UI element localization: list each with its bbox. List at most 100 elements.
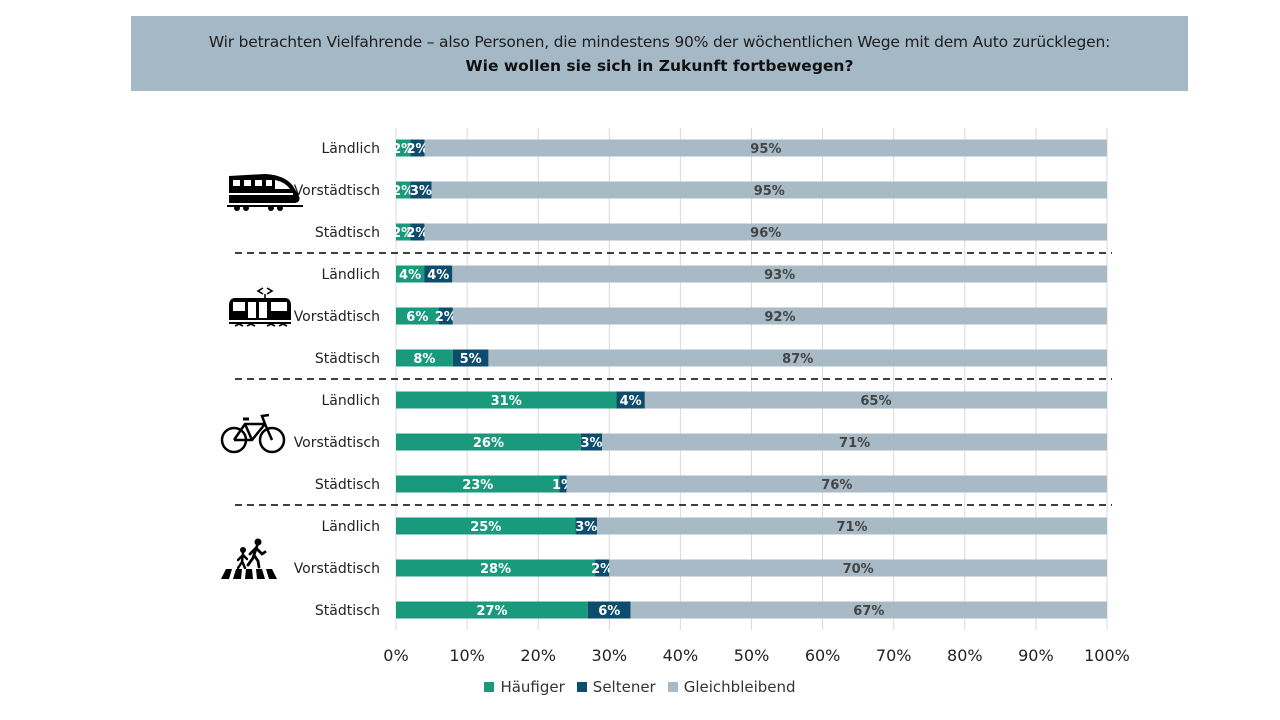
bar-segment-gleichbleibend xyxy=(609,559,1107,577)
data-label: 3% xyxy=(575,520,597,535)
legend-swatch xyxy=(576,682,587,692)
data-label: 65% xyxy=(860,394,891,409)
row-label: Ländlich xyxy=(322,267,381,283)
x-tick-label: 0% xyxy=(383,646,408,665)
x-tick-label: 40% xyxy=(663,646,699,665)
bar-segment-haeufiger xyxy=(396,265,425,283)
data-label: 3% xyxy=(580,436,602,451)
bicycle-icon xyxy=(220,413,286,454)
bar-segment-haeufiger xyxy=(396,139,411,157)
row-label: Ländlich xyxy=(322,141,381,157)
chart-legend: Häufiger Seltener Gleichbleibend xyxy=(0,678,1280,696)
bar-segment-gleichbleibend xyxy=(452,265,1107,283)
data-label: 70% xyxy=(843,562,874,577)
bar-segment-seltener xyxy=(575,517,598,535)
legend-item-seltener: Seltener xyxy=(576,678,656,696)
header-question: Wie wollen sie sich in Zukunft fortbeweg… xyxy=(465,57,854,75)
data-label: 4% xyxy=(399,268,421,283)
x-tick-label: 20% xyxy=(520,646,556,665)
data-label: 2% xyxy=(407,142,429,157)
data-label: 2% xyxy=(406,226,428,241)
bar-segment-seltener xyxy=(452,349,489,367)
legend-label: Seltener xyxy=(592,678,656,696)
data-label: 4% xyxy=(427,268,449,283)
bar-segment-gleichbleibend xyxy=(452,307,1107,325)
x-tick-label: 90% xyxy=(1018,646,1054,665)
bar-segment-haeufiger xyxy=(396,181,411,199)
bar-segment-gleichbleibend xyxy=(431,181,1107,199)
bar-segment-haeufiger xyxy=(396,517,576,535)
bar-segment-seltener xyxy=(559,475,567,493)
legend-item-haeufiger: Häufiger xyxy=(484,678,565,696)
x-tick-label: 70% xyxy=(876,646,912,665)
row-labels: Ländlich Vorstädtisch Städtisch Ländlich Vor… xyxy=(294,141,380,619)
data-label: 23% xyxy=(462,478,493,493)
data-label: 25% xyxy=(470,520,501,535)
data-label: 92% xyxy=(764,310,795,325)
data-label: 2% xyxy=(392,184,414,199)
row-label: Vorstädtisch xyxy=(294,183,380,199)
data-label: 95% xyxy=(754,184,785,199)
data-label: 96% xyxy=(750,226,781,241)
x-tick-label: 10% xyxy=(449,646,485,665)
row-label: Städtisch xyxy=(315,225,380,241)
row-label: Städtisch xyxy=(315,603,380,619)
data-label: 5% xyxy=(460,352,482,367)
data-label: 4% xyxy=(620,394,642,409)
bar-segment-seltener xyxy=(410,223,425,241)
bar-segment-gleichbleibend xyxy=(488,349,1107,367)
bar-segment-haeufiger xyxy=(396,349,453,367)
group-separators xyxy=(235,252,1112,506)
legend-label: Häufiger xyxy=(500,678,565,696)
data-label: 93% xyxy=(764,268,795,283)
bar-segment-haeufiger xyxy=(396,307,439,325)
bar-segment-seltener xyxy=(595,559,610,577)
bar-segment-seltener xyxy=(438,307,453,325)
bar-segment-gleichbleibend xyxy=(424,223,1107,241)
bar-segment-seltener xyxy=(616,391,645,409)
data-label: 76% xyxy=(821,478,852,493)
bar-segment-seltener xyxy=(424,265,453,283)
row-label: Städtisch xyxy=(315,477,380,493)
bar-segment-haeufiger xyxy=(396,391,617,409)
bar-segment-gleichbleibend xyxy=(424,139,1107,157)
data-label: 2% xyxy=(392,142,414,157)
row-label: Vorstädtisch xyxy=(294,309,380,325)
header-intro-text: Wir betrachten Vielfahrende – also Perso… xyxy=(208,33,1111,51)
data-label: 95% xyxy=(750,142,781,157)
bar-segment-haeufiger xyxy=(396,559,596,577)
x-tick-label: 100% xyxy=(1084,646,1130,665)
bars: 2%2% 95%2%3% 95%2%2% 96%4% 4% 93%6% 2% 92%8% 5% 8… xyxy=(392,139,1107,619)
x-tick-label: 50% xyxy=(734,646,770,665)
data-label: 6% xyxy=(406,310,428,325)
bar-segment-gleichbleibend xyxy=(630,601,1107,619)
row-label: Ländlich xyxy=(322,519,381,535)
x-tick-label: 80% xyxy=(947,646,983,665)
legend-item-gleichbleibend: Gleichbleibend xyxy=(667,678,796,696)
data-label: 8% xyxy=(413,352,435,367)
data-label: 31% xyxy=(491,394,522,409)
data-label: 2% xyxy=(591,562,613,577)
legend-swatch xyxy=(484,682,495,692)
bar-segment-gleichbleibend xyxy=(644,391,1107,409)
pedestrian-crossing-icon xyxy=(221,538,277,579)
row-label: Vorstädtisch xyxy=(294,435,380,451)
data-label: 26% xyxy=(473,436,504,451)
bar-segment-seltener xyxy=(587,601,631,619)
bar-segment-seltener xyxy=(410,181,432,199)
data-label: 2% xyxy=(435,310,457,325)
tram-icon xyxy=(229,287,291,327)
bar-segment-gleichbleibend xyxy=(566,475,1107,493)
row-label: Vorstädtisch xyxy=(294,561,380,577)
bar-segment-gleichbleibend xyxy=(602,433,1107,451)
legend-swatch xyxy=(667,682,678,692)
data-label: 6% xyxy=(598,604,620,619)
data-label: 71% xyxy=(839,436,870,451)
train-icon xyxy=(227,174,303,211)
bar-segment-haeufiger xyxy=(396,433,581,451)
bar-segment-seltener xyxy=(580,433,603,451)
data-label: 28% xyxy=(480,562,511,577)
data-label: 67% xyxy=(853,604,884,619)
data-label: 71% xyxy=(836,520,867,535)
